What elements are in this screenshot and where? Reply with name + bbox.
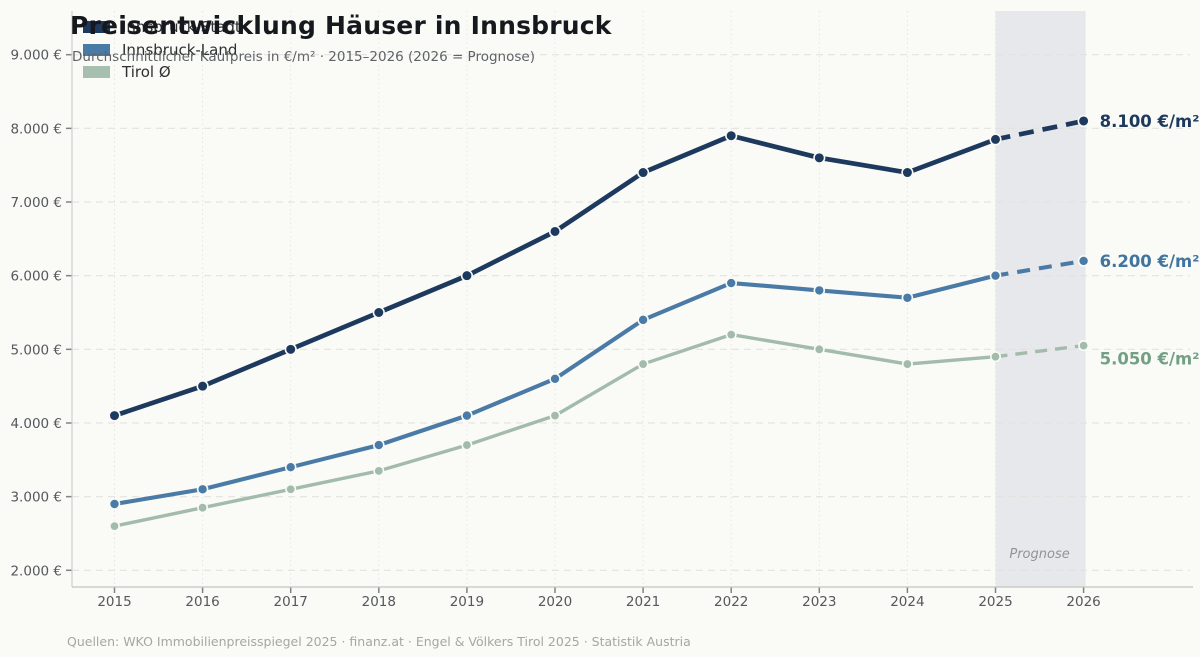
x-tick-label: 2024	[890, 594, 924, 610]
data-point-innsbruck-stadt	[1077, 114, 1090, 128]
data-point-tirol-	[197, 502, 209, 514]
y-tick-label: 6.000 €	[10, 269, 62, 285]
data-point-innsbruck-land	[549, 372, 561, 385]
data-point-tirol-	[901, 358, 913, 370]
series-forecast-line-innsbruck-land	[995, 258, 1084, 278]
x-tick-label: 2018	[362, 594, 396, 610]
source-footer: Quellen: WKO Immobilienpreisspiegel 2025…	[67, 634, 691, 649]
data-point-innsbruck-land	[461, 409, 473, 422]
end-value-label-tirol-: 5.050 €/m²	[1100, 350, 1200, 369]
data-point-tirol-	[725, 329, 737, 341]
chart-subtitle: Durchschnittlicher Kaufpreis in €/m² · 2…	[72, 49, 535, 65]
legend-item-tirol-: Tirol Ø	[83, 61, 241, 84]
y-tick-label: 9.000 €	[10, 48, 62, 64]
legend-swatch-icon	[83, 21, 110, 34]
x-tick-label: 2021	[626, 594, 660, 610]
data-point-tirol-	[461, 439, 473, 451]
data-point-tirol-	[109, 520, 121, 532]
data-point-innsbruck-land	[989, 269, 1002, 282]
data-point-tirol-	[1078, 340, 1090, 352]
data-point-innsbruck-stadt	[196, 380, 209, 393]
data-point-innsbruck-land	[372, 439, 385, 451]
y-tick-label: 3.000 €	[10, 490, 62, 506]
legend: Innsbruck-Stadt Innsbruck-Land Tirol Ø	[83, 16, 241, 84]
data-point-innsbruck-land	[725, 277, 738, 289]
y-tick-label: 7.000 €	[10, 195, 62, 211]
y-tick-label: 8.000 €	[10, 121, 62, 137]
data-point-tirol-	[285, 483, 297, 495]
forecast-band	[995, 11, 1086, 587]
x-tick-label: 2022	[714, 594, 748, 610]
data-point-innsbruck-stadt	[725, 129, 738, 142]
data-point-innsbruck-land	[637, 314, 649, 326]
x-tick-label: 2019	[450, 594, 484, 610]
data-point-tirol-	[989, 351, 1001, 363]
x-tick-label: 2020	[538, 594, 572, 610]
data-point-innsbruck-land	[813, 284, 826, 297]
data-point-innsbruck-stadt	[372, 306, 385, 319]
end-value-label-innsbruck-land: 6.200 €/m²	[1100, 252, 1200, 271]
legend-label: Innsbruck-Stadt	[122, 18, 241, 37]
data-point-innsbruck-stadt	[108, 409, 121, 422]
x-tick-label: 2015	[97, 594, 131, 610]
x-tick-label: 2026	[1066, 594, 1100, 610]
data-point-innsbruck-stadt	[813, 151, 826, 164]
data-point-tirol-	[549, 410, 561, 422]
legend-label: Tirol Ø	[122, 63, 171, 82]
data-point-innsbruck-land	[108, 498, 121, 510]
legend-swatch-icon	[83, 43, 110, 56]
y-tick-label: 5.000 €	[10, 342, 62, 358]
series-forecast-line-tirol-	[995, 343, 1084, 359]
data-point-innsbruck-stadt	[636, 166, 650, 179]
x-tick-label: 2025	[978, 594, 1012, 610]
data-point-tirol-	[637, 358, 649, 370]
legend-item-innsbruck-stadt: Innsbruck-Stadt	[83, 16, 241, 39]
data-point-innsbruck-stadt	[989, 133, 1002, 146]
data-point-innsbruck-land	[196, 483, 209, 496]
data-point-innsbruck-land	[901, 291, 914, 304]
x-tick-label: 2016	[185, 594, 219, 610]
legend-label: Innsbruck-Land	[122, 40, 238, 59]
data-point-tirol-	[813, 343, 825, 355]
data-point-innsbruck-land	[1077, 255, 1090, 267]
data-point-tirol-	[373, 465, 385, 477]
data-point-innsbruck-land	[284, 461, 297, 473]
data-point-innsbruck-stadt	[284, 343, 297, 356]
y-tick-label: 2.000 €	[10, 563, 62, 579]
data-point-innsbruck-stadt	[460, 269, 474, 282]
legend-item-innsbruck-land: Innsbruck-Land	[83, 39, 241, 62]
y-tick-label: 4.000 €	[10, 416, 62, 432]
x-tick-label: 2023	[802, 594, 836, 610]
end-value-label-innsbruck-stadt: 8.100 €/m²	[1100, 112, 1200, 131]
data-point-innsbruck-stadt	[901, 166, 914, 179]
x-tick-label: 2017	[274, 594, 308, 610]
legend-swatch-icon	[83, 66, 110, 79]
chart-title: Preisentwicklung Häuser in Innsbruck	[70, 11, 612, 40]
data-point-innsbruck-stadt	[548, 225, 562, 238]
forecast-band-label: Prognose	[1009, 547, 1069, 562]
series-forecast-line-innsbruck-stadt	[995, 118, 1085, 142]
